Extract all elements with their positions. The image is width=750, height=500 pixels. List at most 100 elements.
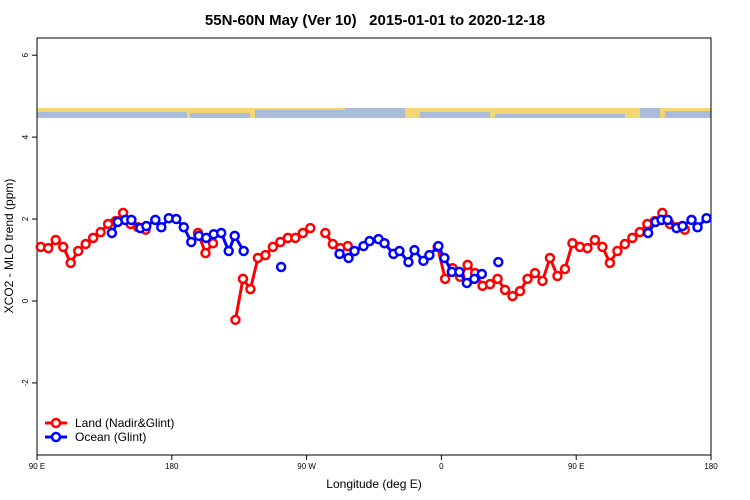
data-point: [476, 268, 488, 280]
data-point: [72, 245, 84, 257]
data-point: [260, 249, 271, 261]
data-point: [642, 227, 654, 239]
x-tick-label: 90 E: [29, 462, 45, 471]
data-point: [156, 221, 167, 233]
map-ocean: [255, 110, 345, 118]
data-point: [529, 267, 541, 279]
y-tick-label: -2: [21, 379, 30, 387]
data-point: [484, 278, 496, 290]
data-point: [275, 261, 287, 273]
data-point: [552, 270, 563, 282]
data-point: [424, 249, 435, 261]
legend-label: Land (Nadir&Glint): [75, 416, 174, 430]
data-point: [343, 252, 354, 264]
data-point: [619, 238, 631, 250]
data-point: [662, 214, 673, 226]
data-point: [364, 235, 375, 247]
data-point: [297, 227, 309, 239]
data-point: [178, 221, 190, 233]
data-point: [522, 273, 533, 285]
data-point: [469, 273, 480, 285]
map-strip: [37, 108, 711, 118]
map-ocean: [37, 112, 187, 118]
data-point: [433, 240, 444, 252]
data-point: [275, 236, 286, 248]
map-ocean: [190, 113, 250, 118]
x-tick-label: 0: [439, 462, 444, 471]
legend-marker: [50, 417, 62, 429]
data-point: [394, 245, 405, 257]
data-point: [238, 245, 249, 257]
y-axis-label: XCO2 - MLO trend (ppm): [2, 179, 16, 314]
data-point: [290, 232, 301, 244]
x-tick-label: 180: [704, 462, 718, 471]
map-ocean: [495, 114, 625, 118]
data-point: [267, 241, 279, 253]
data-point: [604, 257, 616, 269]
data-point: [80, 238, 91, 250]
data-point: [229, 230, 240, 242]
data-point: [126, 214, 137, 226]
data-point: [462, 259, 473, 271]
y-tick-label: 0: [21, 298, 30, 303]
data-point: [320, 227, 331, 239]
data-point: [582, 242, 593, 254]
data-point: [461, 277, 473, 289]
map-ocean: [345, 108, 405, 118]
x-tick-label: 180: [165, 462, 179, 471]
data-point: [305, 222, 316, 234]
data-point: [403, 256, 414, 268]
data-point: [95, 226, 106, 238]
data-point: [379, 237, 390, 249]
data-point: [150, 214, 161, 226]
data-point: [627, 232, 638, 244]
data-point: [245, 283, 256, 295]
data-point: [677, 220, 688, 232]
data-point: [634, 226, 646, 238]
data-point: [42, 242, 54, 254]
data-point: [65, 257, 76, 269]
data-point: [141, 220, 152, 232]
data-point: [342, 240, 354, 252]
data-point: [237, 273, 249, 285]
x-axis-label: Longitude (deg E): [326, 477, 421, 491]
data-point: [57, 241, 69, 253]
data-point: [454, 266, 465, 278]
data-point: [612, 245, 623, 257]
legend: Land (Nadir&Glint)Ocean (Glint): [45, 416, 174, 444]
map-ocean: [640, 108, 660, 118]
data-point: [692, 221, 703, 233]
map-ocean: [665, 111, 711, 118]
data-point: [87, 232, 99, 244]
data-point: [186, 236, 197, 248]
data-point: [507, 290, 518, 302]
data-point: [439, 273, 451, 285]
series: [106, 212, 712, 289]
x-tick-label: 90 E: [568, 462, 584, 471]
data-point: [493, 256, 504, 268]
data-point: [589, 234, 601, 246]
data-point: [544, 252, 556, 264]
data-point: [171, 213, 182, 225]
data-point: [334, 248, 345, 260]
data-point: [492, 273, 503, 285]
y-tick-label: 4: [21, 134, 30, 139]
data-point: [514, 285, 526, 297]
data-point: [559, 263, 571, 275]
data-point: [439, 252, 450, 264]
data-point: [701, 212, 712, 224]
map-ocean: [420, 112, 490, 118]
data-point: [200, 247, 211, 259]
data-point: [50, 234, 61, 246]
x-tick-label: 90 W: [297, 462, 316, 471]
data-point: [230, 314, 241, 326]
data-point: [223, 245, 234, 257]
y-tick-label: 2: [21, 216, 30, 221]
data-point: [215, 227, 227, 239]
y-tick-label: 6: [21, 52, 30, 57]
data-point: [686, 214, 697, 226]
data-point: [597, 241, 608, 253]
legend-label: Ocean (Glint): [75, 430, 146, 444]
